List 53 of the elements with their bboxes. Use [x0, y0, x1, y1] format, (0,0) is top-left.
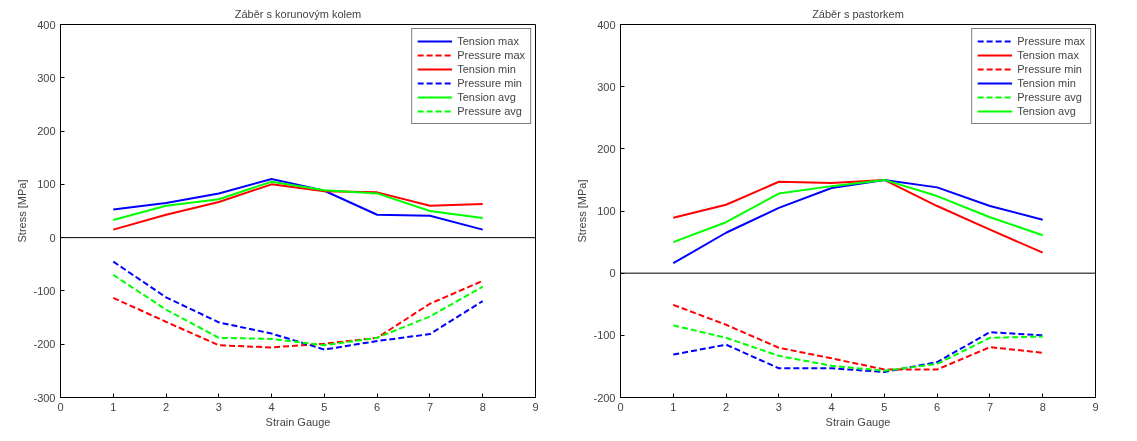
legend-label: Tension max	[457, 34, 519, 48]
y-tick-label: 400	[37, 18, 56, 31]
legend-label: Pressure min	[457, 76, 522, 90]
x-tick-label: 9	[1092, 400, 1099, 413]
x-tick-label: 9	[532, 400, 539, 413]
y-tick-label: -200	[33, 338, 56, 351]
x-tick-label: 1	[670, 400, 677, 413]
x-tick-label: 5	[321, 400, 328, 413]
chart-title: Záběr s pastorkem	[812, 7, 904, 20]
x-tick-label: 4	[268, 400, 275, 413]
x-axis-title: Strain Gauge	[265, 415, 331, 428]
x-tick-label: 3	[775, 400, 782, 413]
legend-label: Pressure avg	[1017, 90, 1082, 104]
x-tick-label: 0	[617, 400, 624, 413]
y-tick-label: 200	[597, 142, 616, 155]
legend-label: Tension min	[1017, 76, 1076, 90]
y-tick-label: -300	[33, 391, 56, 404]
legend-label: Tension avg	[1017, 104, 1076, 118]
y-tick-label: 0	[609, 267, 616, 280]
y-tick-label: -200	[593, 391, 616, 404]
y-tick-label: 100	[37, 178, 56, 191]
y-tick-label: 200	[37, 125, 56, 138]
x-tick-label: 2	[723, 400, 730, 413]
y-tick-label: -100	[33, 284, 56, 297]
x-tick-label: 3	[215, 400, 222, 413]
x-tick-label: 4	[828, 400, 835, 413]
y-tick-label: 300	[37, 71, 56, 84]
chart-title: Záběr s korunovým kolem	[234, 7, 362, 20]
x-tick-label: 8	[1039, 400, 1046, 413]
x-tick-label: 2	[163, 400, 170, 413]
y-tick-label: 100	[597, 205, 616, 217]
y-axis-title: Stress [MPa]	[16, 179, 29, 243]
legend-label: Tension avg	[457, 90, 516, 104]
legend-label: Pressure max	[1017, 34, 1085, 48]
legend-label: Tension min	[457, 62, 516, 76]
y-tick-label: 400	[597, 18, 616, 31]
y-tick-label: 0	[49, 231, 56, 244]
legend-label: Pressure max	[457, 48, 525, 62]
y-tick-label: -100	[593, 329, 616, 342]
x-tick-label: 8	[479, 400, 486, 413]
x-tick-label: 6	[934, 400, 941, 413]
x-tick-label: 6	[374, 400, 381, 413]
legend-label: Pressure avg	[457, 104, 522, 118]
x-axis-title: Strain Gauge	[825, 415, 891, 428]
y-tick-label: 300	[597, 80, 616, 93]
x-tick-label: 5	[881, 400, 888, 413]
y-axis-title: Stress [MPa]	[576, 179, 589, 243]
x-tick-label: 7	[986, 400, 994, 413]
x-tick-label: 1	[110, 400, 117, 413]
legend-label: Pressure min	[1017, 62, 1082, 76]
x-tick-label: 0	[57, 400, 64, 413]
legend-label: Tension max	[1017, 48, 1079, 62]
x-tick-label: 7	[426, 400, 434, 413]
